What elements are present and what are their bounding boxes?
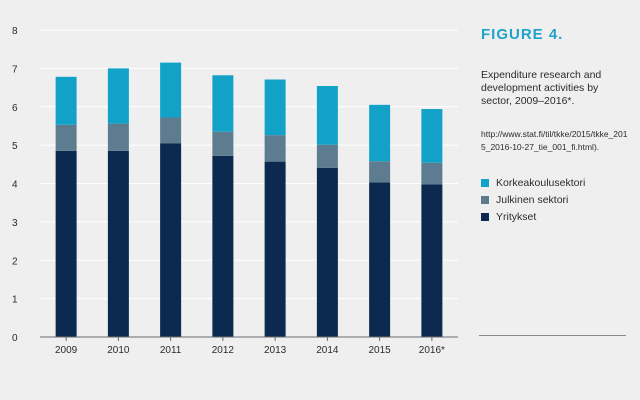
bar-2016-yritykset: [421, 184, 443, 337]
bar-2015-korkeakoulusektori: [369, 104, 391, 162]
bar-2013-julkinen-sektori: [264, 135, 286, 162]
y-tick-label-1: 1: [12, 295, 18, 306]
y-tick-label-3: 3: [12, 218, 18, 229]
legend-item-korkeakoulusektori: Korkeakoulusektori: [481, 174, 631, 191]
panel-divider: [479, 335, 626, 336]
y-tick-label-4: 4: [12, 180, 18, 191]
legend-item-julkinen-sektori: Julkinen sektori: [481, 191, 631, 208]
y-tick-label-5: 5: [12, 141, 18, 152]
bar-2014-yritykset: [316, 167, 338, 337]
bar-2013-yritykset: [264, 161, 286, 337]
bar-2009-julkinen-sektori: [55, 124, 77, 151]
bar-2011-julkinen-sektori: [160, 117, 182, 144]
x-tick-label-2010: 2010: [107, 345, 130, 356]
bar-2012-yritykset: [212, 155, 234, 337]
bar-2016-julkinen-sektori: [421, 162, 443, 185]
x-tick-label-2012: 2012: [212, 345, 235, 356]
figure-title: FIGURE 4.: [481, 26, 564, 43]
bar-2011-yritykset: [160, 143, 182, 337]
bar-2013-korkeakoulusektori: [264, 79, 286, 136]
legend-swatch-yritykset: [481, 212, 489, 221]
legend-item-yritykset: Yritykset: [481, 208, 631, 225]
x-tick-label-2014: 2014: [316, 345, 339, 356]
bar-2016-korkeakoulusektori: [421, 109, 443, 163]
bar-2009-korkeakoulusektori: [55, 76, 77, 125]
bar-chart: 0 1 2 3 4 5 6 7 8 2009 2010 2011 2012 2013 2014 2015 201…: [12, 26, 458, 356]
bar-2010-julkinen-sektori: [107, 123, 129, 151]
y-tick-label-0: 0: [12, 333, 18, 344]
bar-2012-julkinen-sektori: [212, 131, 234, 156]
x-tick-label-2009: 2009: [55, 345, 78, 356]
x-tick-label-2013: 2013: [264, 345, 287, 356]
figure-info-panel: FIGURE 4. Expenditure research and devel…: [481, 26, 631, 225]
legend-label-yritykset: Yritykset: [496, 210, 537, 223]
figure-description: Expenditure research and development act…: [481, 69, 602, 107]
figure-source-link[interactable]: http://www.stat.fi/til/tkke/2015/tkke_20…: [481, 129, 628, 152]
legend-label-julkinen-sektori: Julkinen sektori: [496, 193, 569, 206]
y-tick-label-8: 8: [12, 26, 18, 37]
bar-2011-korkeakoulusektori: [160, 62, 182, 118]
x-tick-label-2011: 2011: [160, 345, 182, 356]
legend-swatch-julkinen-sektori: [481, 195, 489, 204]
bar-2014-julkinen-sektori: [316, 144, 338, 168]
bar-2010-yritykset: [107, 150, 129, 337]
legend-label-korkeakoulusektori: Korkeakoulusektori: [496, 176, 586, 189]
bar-2010-korkeakoulusektori: [107, 68, 129, 124]
chart-legend: Korkeakoulusektori Julkinen sektori Yrit…: [481, 174, 631, 225]
y-tick-label-6: 6: [12, 103, 18, 114]
bar-2014-korkeakoulusektori: [316, 86, 338, 145]
bar-2015-julkinen-sektori: [369, 161, 391, 183]
legend-swatch-korkeakoulusektori: [481, 178, 489, 187]
x-tick-label-2015: 2015: [369, 345, 392, 356]
bar-2015-yritykset: [369, 182, 391, 337]
bar-2009-yritykset: [55, 150, 77, 337]
x-tick-label-2016: 2016*: [419, 345, 445, 356]
bar-2012-korkeakoulusektori: [212, 75, 234, 132]
y-tick-label-7: 7: [12, 64, 18, 75]
y-tick-label-2: 2: [12, 256, 18, 267]
